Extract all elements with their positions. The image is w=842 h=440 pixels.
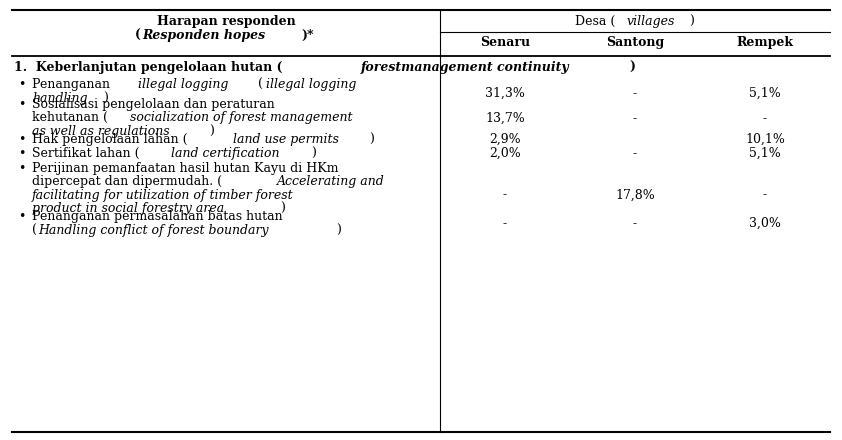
Text: )*: )*: [301, 29, 314, 42]
Text: •: •: [18, 78, 25, 91]
Text: ): ): [336, 224, 341, 237]
Text: as well as regulations: as well as regulations: [32, 125, 169, 137]
Text: ): ): [280, 202, 285, 215]
Text: ): ): [311, 147, 316, 160]
Text: Perijinan pemanfaatan hasil hutan Kayu di HKm: Perijinan pemanfaatan hasil hutan Kayu d…: [32, 161, 338, 175]
Text: -: -: [763, 112, 767, 125]
Text: (: (: [254, 78, 264, 91]
Text: -: -: [633, 147, 637, 160]
Text: ): ): [630, 61, 636, 74]
Text: (: (: [135, 29, 141, 42]
Text: 5,1%: 5,1%: [749, 87, 781, 100]
Text: (: (: [32, 224, 37, 237]
Text: 2,9%: 2,9%: [489, 132, 521, 146]
Text: land use permits: land use permits: [232, 132, 338, 146]
Text: Senaru: Senaru: [480, 36, 530, 49]
Text: Penanganan: Penanganan: [32, 78, 114, 91]
Text: 13,7%: 13,7%: [485, 112, 525, 125]
Text: kehutanan (: kehutanan (: [32, 111, 108, 124]
Text: -: -: [503, 188, 507, 202]
Text: villages: villages: [626, 15, 675, 28]
Text: -: -: [633, 112, 637, 125]
Text: -: -: [503, 217, 507, 230]
Text: -: -: [633, 87, 637, 100]
Text: •: •: [18, 161, 25, 175]
Text: Hak pengelolaan lahan (: Hak pengelolaan lahan (: [32, 132, 188, 146]
Text: product in social forestry area: product in social forestry area: [32, 202, 224, 215]
Text: forestmanagement continuity: forestmanagement continuity: [360, 61, 569, 74]
Text: Responden hopes: Responden hopes: [142, 29, 265, 42]
Text: ): ): [210, 125, 215, 137]
Text: facilitating for utilization of timber forest: facilitating for utilization of timber f…: [32, 188, 294, 202]
Text: •: •: [18, 98, 25, 110]
Text: illegal logging: illegal logging: [138, 78, 228, 91]
Text: 3,0%: 3,0%: [749, 217, 781, 230]
Text: handling: handling: [32, 92, 88, 105]
Text: Harapan responden: Harapan responden: [157, 15, 296, 28]
Text: ): ): [370, 132, 375, 146]
Text: •: •: [18, 132, 25, 146]
Text: -: -: [633, 217, 637, 230]
Text: ): ): [104, 92, 109, 105]
Text: 1.  Keberlanjutan pengelolaan hutan (: 1. Keberlanjutan pengelolaan hutan (: [14, 61, 283, 74]
Text: ): ): [689, 15, 694, 28]
Text: 31,3%: 31,3%: [485, 87, 525, 100]
Text: -: -: [763, 188, 767, 202]
Text: land certification: land certification: [171, 147, 280, 160]
Text: Rempek: Rempek: [737, 36, 793, 49]
Text: •: •: [18, 210, 25, 223]
Text: dipercepat dan dipermudah. (: dipercepat dan dipermudah. (: [32, 175, 222, 188]
Text: 2,0%: 2,0%: [489, 147, 521, 160]
Text: 17,8%: 17,8%: [616, 188, 655, 202]
Text: Santong: Santong: [606, 36, 664, 49]
Text: •: •: [18, 147, 25, 160]
Text: 5,1%: 5,1%: [749, 147, 781, 160]
Text: Penanganan permasalahan batas hutan: Penanganan permasalahan batas hutan: [32, 210, 283, 223]
Text: Handling conflict of forest boundary: Handling conflict of forest boundary: [39, 224, 269, 237]
Text: Sosialisasi pengelolaan dan peraturan: Sosialisasi pengelolaan dan peraturan: [32, 98, 274, 110]
Text: socialization of forest management: socialization of forest management: [130, 111, 353, 124]
Text: Accelerating and: Accelerating and: [277, 175, 385, 188]
Text: 10,1%: 10,1%: [745, 132, 785, 146]
Text: Desa (: Desa (: [574, 15, 615, 28]
Text: Sertifikat lahan (: Sertifikat lahan (: [32, 147, 140, 160]
Text: illegal logging: illegal logging: [266, 78, 356, 91]
